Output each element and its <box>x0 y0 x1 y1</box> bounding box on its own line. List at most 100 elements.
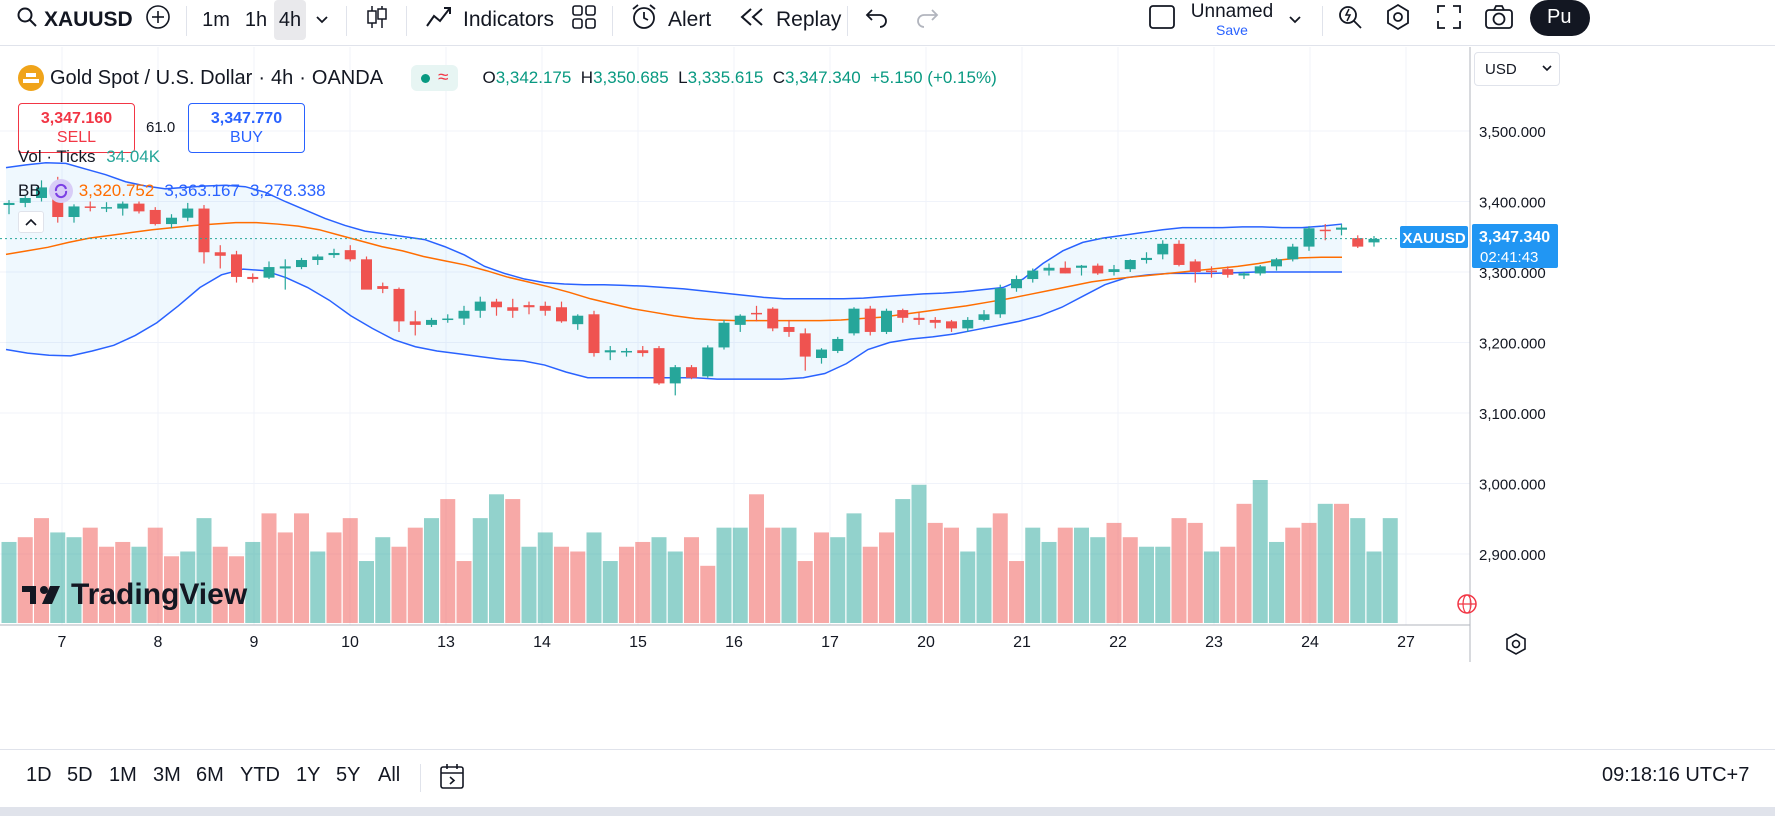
time-axis[interactable]: 7 8 9 10 13 14 15 16 17 20 21 22 23 24 27 <box>58 634 1415 651</box>
candle-body <box>214 252 226 256</box>
price-axis[interactable] <box>1470 47 1775 662</box>
volume-bar <box>749 494 764 623</box>
collapse-legend-button[interactable] <box>18 211 44 233</box>
last-symbol-label: XAUUSD <box>1402 230 1466 247</box>
gold-logo-icon <box>18 65 44 91</box>
market-status-badge[interactable]: ≈ <box>411 65 459 91</box>
range-1y[interactable]: 1Y <box>296 764 321 786</box>
volume-bar <box>830 537 846 623</box>
volume-bar <box>895 499 911 623</box>
candle-body <box>409 321 421 325</box>
layout-dropdown[interactable] <box>1287 0 1303 40</box>
range-3m[interactable]: 3M <box>153 764 181 786</box>
layouts-button[interactable] <box>571 0 597 40</box>
undo-button[interactable] <box>864 0 890 40</box>
sell-button[interactable]: 3,347.160 SELL <box>18 103 135 153</box>
range-5y[interactable]: 5Y <box>336 764 361 786</box>
buy-button[interactable]: 3,347.770 BUY <box>188 103 305 153</box>
candle-body <box>523 305 535 308</box>
volume-bar <box>635 541 651 623</box>
volume-bar <box>927 522 943 623</box>
symbol-title[interactable]: Gold Spot / U.S. Dollar <box>50 66 253 89</box>
candle-body <box>101 207 112 209</box>
indicators-button[interactable]: Indicators <box>425 0 554 40</box>
axis-settings-icon[interactable] <box>1506 633 1526 655</box>
chart-canvas[interactable]: TradingView 3,500.0003,400.0003,300.0003… <box>0 47 1775 749</box>
range-ytd[interactable]: YTD <box>240 764 280 786</box>
bb-legend[interactable]: BB 3,320.752 3,363.167 3,278.338 <box>18 179 326 203</box>
legend-interval: 4h <box>270 66 294 89</box>
interval-1h[interactable]: 1h <box>244 8 268 31</box>
volume-bar <box>294 513 309 623</box>
volume-bar <box>1252 480 1268 623</box>
snapshot-button[interactable] <box>1484 0 1514 40</box>
close-value: 3,347.340 <box>785 68 861 87</box>
volume-bar <box>1285 527 1301 623</box>
range-all[interactable]: All <box>378 764 401 786</box>
currency-selector[interactable]: USD <box>1474 52 1560 86</box>
volume-bar <box>521 546 537 623</box>
candle-body <box>897 310 909 318</box>
candle-body <box>231 254 242 277</box>
volume-bar <box>1090 537 1106 623</box>
interval-4h[interactable]: 4h <box>274 0 306 40</box>
bb-upper-line <box>5 161 1343 300</box>
candle-body <box>1271 259 1282 267</box>
volume-bar <box>375 537 391 623</box>
top-toolbar: XAUUSD 1m 1h 4h Indicators <box>0 0 1775 46</box>
plus-circle-icon <box>145 4 171 36</box>
layout-selector[interactable] <box>1148 0 1176 40</box>
volume-bar <box>82 527 98 623</box>
candle-body <box>669 367 681 384</box>
volume-bar <box>326 532 342 623</box>
volume-bar <box>619 546 634 623</box>
redo-button[interactable] <box>914 0 940 40</box>
candle-body <box>1336 227 1347 230</box>
range-1m[interactable]: 1M <box>109 764 137 786</box>
volume-legend[interactable]: Vol · Ticks 34.04K <box>18 147 160 167</box>
interval-dropdown[interactable] <box>314 0 330 40</box>
candle-body <box>637 350 649 354</box>
time-tick-label: 7 <box>58 634 67 651</box>
globe-icon[interactable] <box>1457 594 1477 614</box>
volume-bar <box>472 518 488 623</box>
range-1d[interactable]: 1D <box>26 764 52 786</box>
volume-bar <box>212 546 228 623</box>
volume-legend-value: 34.04K <box>106 147 161 166</box>
settings-button[interactable] <box>1384 0 1412 40</box>
chevron-up-icon <box>19 218 43 236</box>
volume-bar <box>781 527 797 623</box>
legend-sep: · <box>258 66 265 89</box>
countdown: 02:41:43 <box>1480 249 1538 266</box>
quick-search-button[interactable] <box>1336 0 1364 40</box>
layout-name-block[interactable]: Unnamed Save <box>1186 1 1278 38</box>
range-6m[interactable]: 6M <box>196 764 224 786</box>
candle-body <box>1173 243 1185 265</box>
compare-symbol-button[interactable] <box>145 0 171 40</box>
currency-label: USD <box>1485 61 1517 78</box>
goto-date-button[interactable] <box>438 762 468 797</box>
volume-bar <box>489 494 504 623</box>
range-5d[interactable]: 5D <box>67 764 93 786</box>
replay-button[interactable]: Replay <box>738 0 841 40</box>
time-tick-label: 8 <box>154 634 163 651</box>
clock[interactable]: 09:18:16 UTC+7 <box>1602 764 1750 786</box>
volume-bar <box>1041 541 1057 623</box>
interval-1m[interactable]: 1m <box>202 8 230 31</box>
candle-body <box>1189 261 1201 272</box>
publish-button[interactable]: Pu <box>1530 0 1590 36</box>
legend-exchange: OANDA <box>311 66 384 89</box>
bb-basis-line <box>5 221 1342 322</box>
alert-button[interactable]: Alert <box>630 0 711 40</box>
symbol-search[interactable]: XAUUSD <box>16 0 133 40</box>
volume-bar <box>976 527 992 623</box>
volume-bar <box>570 551 586 623</box>
volume-bar <box>180 551 196 623</box>
candle-body <box>3 202 15 206</box>
bb-basis-value: 3,320.752 <box>78 181 155 200</box>
chart-type-button[interactable] <box>363 0 391 40</box>
chart-pane[interactable]: TradingView 3,500.000 3,400.000 3,300.000 3… <box>0 47 1775 749</box>
volume-bar <box>732 527 748 623</box>
candles <box>3 176 1380 396</box>
fullscreen-button[interactable] <box>1436 0 1462 40</box>
